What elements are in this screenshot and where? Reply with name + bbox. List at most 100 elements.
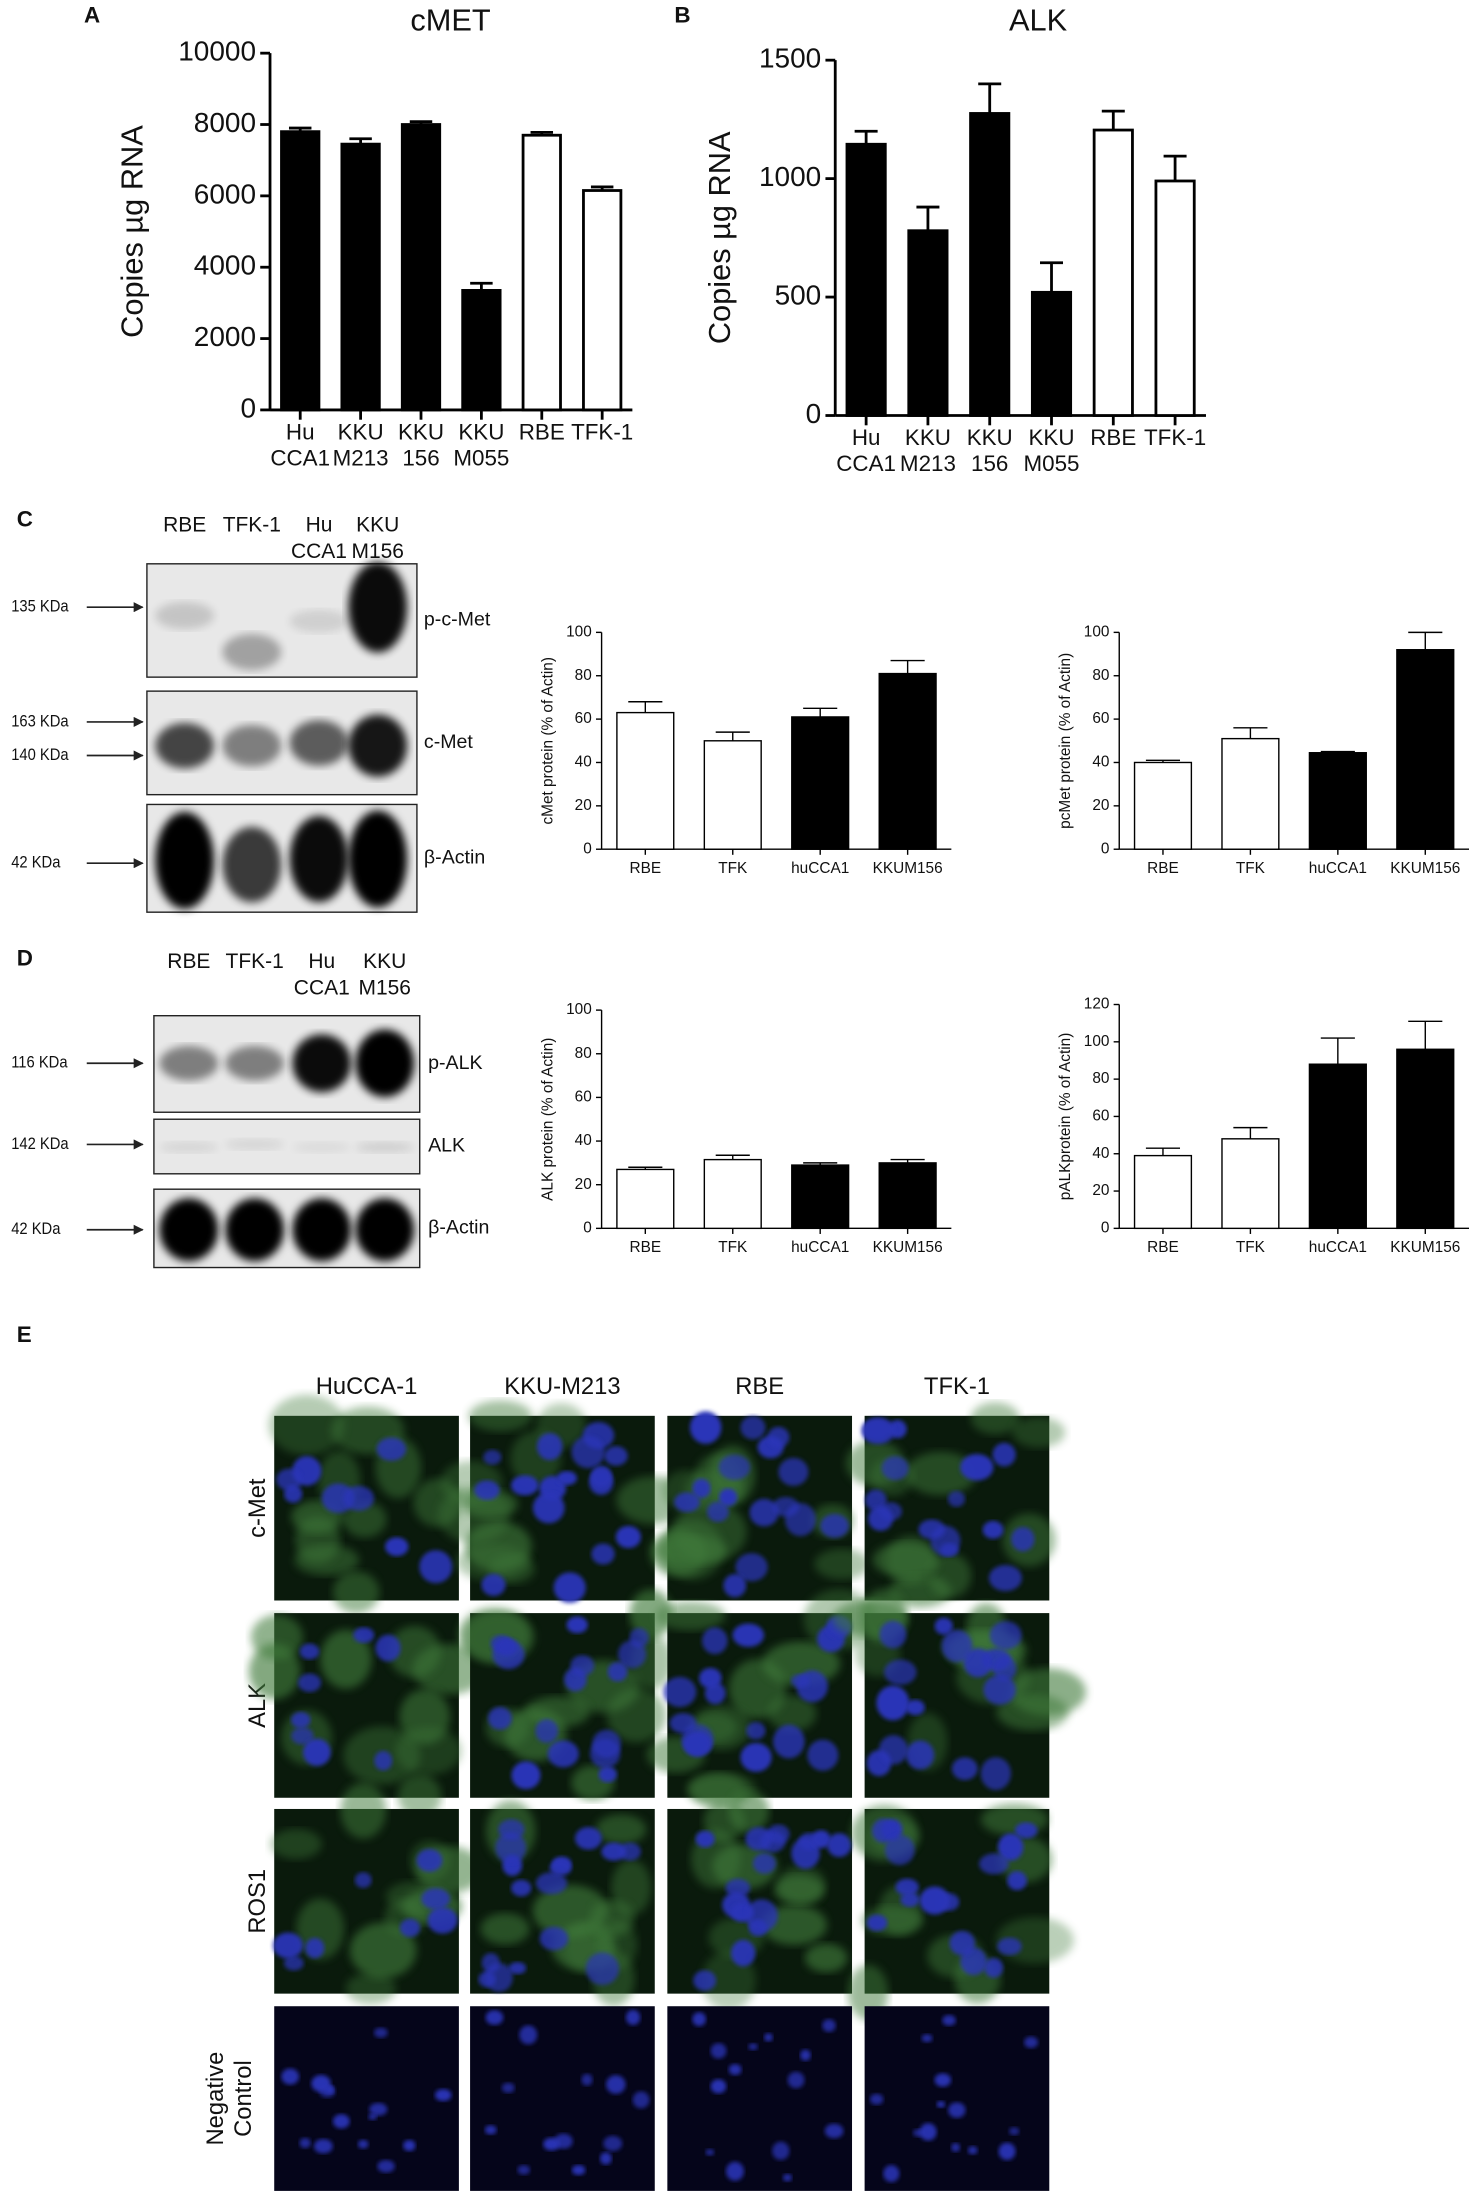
nucleus — [764, 2033, 773, 2042]
nucleus — [377, 2160, 395, 2173]
row-label: c-Met — [244, 1478, 271, 1538]
error-bar — [349, 137, 372, 145]
x-tick-label: huCCA1 — [791, 860, 849, 877]
nucleus — [1024, 2036, 1039, 2049]
micrograph — [864, 2006, 1050, 2191]
nucleus — [725, 1878, 751, 1898]
nucleus — [695, 1830, 715, 1848]
error-bar — [1233, 727, 1268, 739]
blot-band — [289, 720, 349, 766]
cytoplasm — [589, 1900, 635, 1937]
cytoplasm — [345, 1972, 397, 2005]
nucleus — [948, 2102, 966, 2118]
x-tick-label: CCA1 — [836, 451, 896, 476]
y-tick-label: 60 — [1092, 1107, 1109, 1124]
nucleus — [299, 2137, 311, 2149]
size-marker: 116 KDa — [11, 1054, 68, 1072]
x-tick-label: RBE — [519, 420, 565, 445]
cytoplasm — [655, 1601, 726, 1631]
nucleus — [571, 1435, 605, 1469]
y-tick-label: 2000 — [194, 321, 256, 352]
nucleus — [718, 1488, 738, 1507]
cytoplasm — [395, 1727, 462, 1776]
lane-label: KKU — [363, 950, 406, 973]
size-marker: 42 KDa — [11, 1220, 60, 1238]
nucleus — [535, 1872, 568, 1895]
error-bar — [803, 1162, 838, 1166]
nucleus — [984, 1957, 1004, 1978]
nucleus — [967, 2146, 978, 2155]
x-tick-label: KKU — [398, 420, 444, 445]
cytoplasm — [349, 1922, 417, 1979]
y-axis-label: Copies µg RNA — [114, 125, 149, 338]
micrograph — [832, 1589, 1086, 1798]
error-bar — [1145, 759, 1181, 763]
error-bar — [916, 205, 940, 231]
nucleus — [481, 1573, 506, 1597]
nucleus — [554, 2133, 573, 2149]
x-tick-label: M055 — [1024, 451, 1080, 476]
nucleus — [811, 1830, 831, 1849]
nucleus — [511, 1475, 539, 1496]
size-marker: 163 KDa — [11, 713, 69, 731]
blot-label: c-Met — [424, 731, 474, 753]
nucleus — [1011, 1526, 1035, 1552]
blot-band — [159, 1045, 219, 1081]
bar — [969, 112, 1011, 417]
nucleus — [508, 1962, 527, 1975]
nucleus — [501, 2082, 515, 2093]
x-tick-label: RBE — [1090, 425, 1136, 450]
nucleus — [663, 1676, 697, 1708]
bar — [907, 229, 949, 417]
y-tick-label: 100 — [566, 623, 592, 640]
x-tick-label: TFK-1 — [571, 420, 633, 445]
y-tick-label: 80 — [1092, 667, 1109, 684]
nucleus — [693, 1970, 717, 1991]
nucleus — [983, 1674, 1016, 1705]
nucleus — [718, 1454, 751, 1480]
error-bar — [1320, 1037, 1355, 1065]
cytoplasm — [332, 1571, 380, 1614]
nucleus — [982, 1520, 1004, 1539]
bar — [340, 142, 381, 412]
nucleus — [615, 1525, 641, 1549]
nucleus — [416, 1848, 443, 1872]
error-bar — [409, 120, 433, 125]
lane-label: KKU — [356, 514, 399, 537]
x-tick-label: Hu — [852, 425, 881, 450]
x-tick-label: RBE — [630, 1239, 662, 1256]
nucleus — [787, 2071, 805, 2089]
nucleus — [884, 1834, 915, 1866]
micrograph — [270, 1782, 483, 2005]
bar — [703, 740, 762, 850]
error-bar — [1101, 109, 1125, 131]
bar — [878, 672, 937, 850]
bar — [791, 1164, 850, 1230]
nucleus — [272, 1932, 304, 1959]
nucleus — [566, 1616, 588, 1634]
nucleus — [732, 1623, 765, 1647]
nucleus — [778, 1457, 809, 1486]
x-tick-label: KKUM156 — [1390, 1239, 1460, 1256]
nucleus — [283, 1955, 304, 1971]
x-tick-label: M213 — [333, 445, 389, 470]
cytoplasm — [468, 1400, 533, 1432]
x-tick-label: KKU — [905, 425, 951, 450]
nucleus — [483, 1449, 502, 1465]
nucleus — [421, 1888, 451, 1910]
nucleus — [900, 1892, 920, 1907]
error-bar — [1233, 1126, 1268, 1139]
bar — [400, 123, 442, 412]
row-label: Control — [230, 2060, 257, 2137]
nucleus — [434, 2088, 452, 2102]
nucleus — [934, 1617, 953, 1635]
cytoplasm — [524, 1696, 590, 1728]
nucleus — [868, 1506, 894, 1531]
y-axis-label: Copies µg RNA — [702, 131, 737, 344]
nucleus — [706, 1501, 729, 1522]
nucleus — [592, 1729, 621, 1758]
nucleus — [495, 1832, 527, 1864]
nucleus — [992, 1442, 1016, 1467]
y-tick-label: 60 — [1092, 710, 1109, 727]
